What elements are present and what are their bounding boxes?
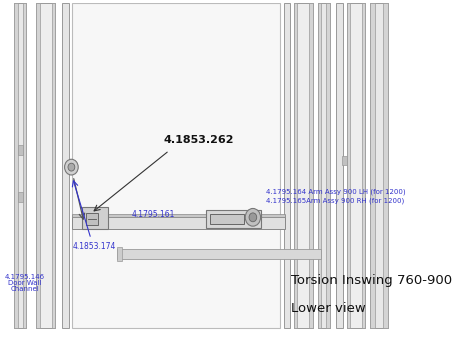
Bar [117, 249, 321, 259]
Bar [346, 3, 350, 328]
Bar [336, 3, 343, 328]
Text: 4.1795.161: 4.1795.161 [132, 210, 175, 219]
Bar [371, 3, 387, 328]
Bar [284, 3, 290, 328]
Bar [210, 214, 245, 224]
Text: 4.1853.174: 4.1853.174 [73, 242, 116, 251]
Text: 4.1795.164 Arm Assy 900 LH (for 1200): 4.1795.164 Arm Assy 900 LH (for 1200) [266, 188, 405, 195]
Bar [294, 3, 312, 328]
Bar [72, 217, 285, 229]
Bar [346, 3, 365, 328]
Bar [72, 215, 285, 221]
Text: Channel: Channel [10, 286, 39, 292]
Bar [52, 3, 55, 328]
Text: Torsion Inswing 760-900: Torsion Inswing 760-900 [291, 274, 452, 287]
Bar [318, 3, 330, 328]
Bar [383, 3, 387, 328]
Bar [342, 156, 347, 165]
Bar [86, 214, 98, 225]
Bar [294, 3, 297, 328]
Bar [206, 210, 261, 228]
Text: 4.1853.262: 4.1853.262 [163, 135, 234, 146]
Bar [62, 3, 69, 328]
Bar [23, 3, 26, 328]
Text: Door Wall: Door Wall [8, 280, 41, 286]
Bar [371, 3, 375, 328]
Bar [18, 146, 23, 155]
Bar [309, 3, 312, 328]
Bar [72, 214, 285, 217]
Text: 4.1795.165Arm Assy 900 RH (for 1200): 4.1795.165Arm Assy 900 RH (for 1200) [266, 197, 404, 204]
Text: Lower view: Lower view [291, 301, 366, 315]
Bar [82, 208, 108, 229]
Bar [14, 3, 18, 328]
Bar [72, 3, 280, 328]
Bar [14, 3, 26, 328]
Bar [36, 3, 55, 328]
Circle shape [65, 159, 78, 175]
Text: 4.1795.146: 4.1795.146 [5, 274, 45, 280]
Circle shape [245, 209, 260, 226]
Bar [18, 192, 23, 202]
Bar [318, 3, 321, 328]
Bar [362, 3, 365, 328]
Circle shape [68, 163, 75, 171]
Bar [117, 247, 122, 261]
Bar [36, 3, 40, 328]
Bar [326, 3, 330, 328]
Circle shape [249, 213, 257, 222]
